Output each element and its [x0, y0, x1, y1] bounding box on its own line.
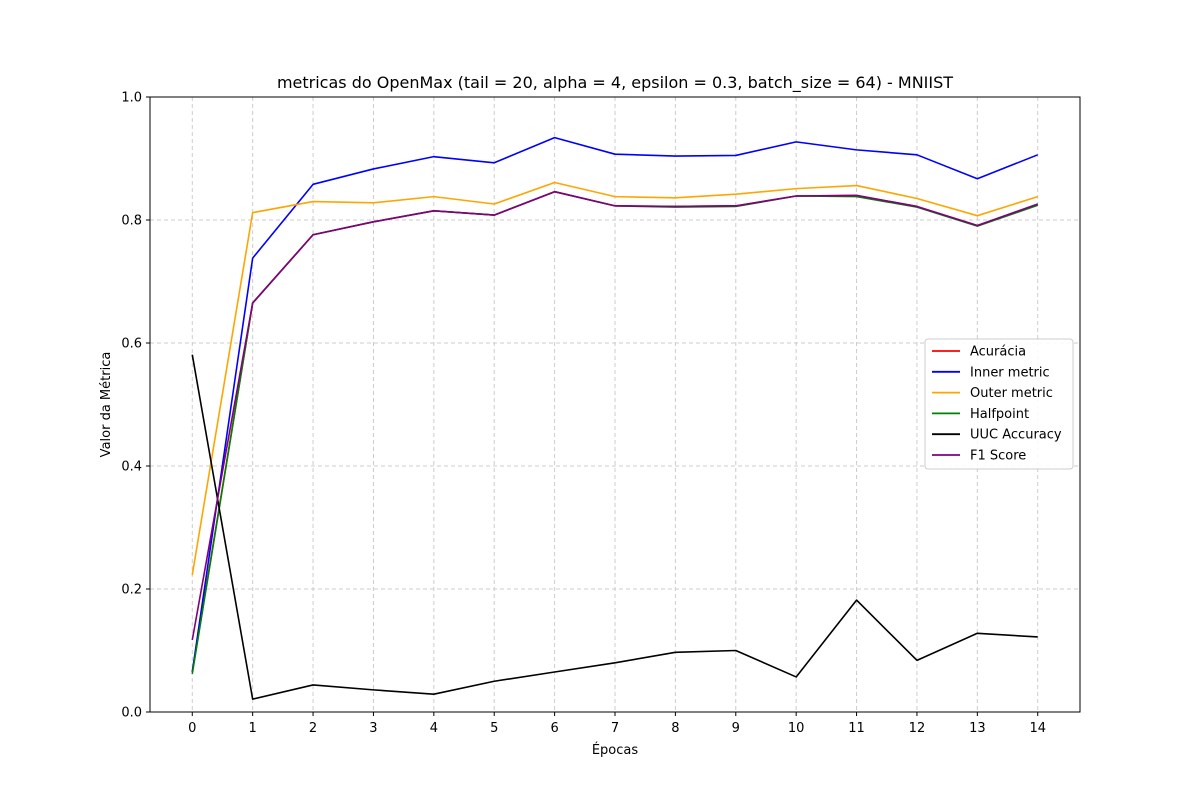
legend-label-halfpoint: Halfpoint — [970, 407, 1029, 422]
x-tick-label: 8 — [671, 721, 679, 736]
x-tick-label: 2 — [309, 721, 317, 736]
y-tick-label: 0.6 — [121, 337, 142, 352]
x-tick-label: 5 — [490, 721, 498, 736]
grid-lines — [150, 97, 1080, 712]
x-tick-label: 3 — [369, 721, 377, 736]
legend-box — [924, 338, 1074, 470]
y-axis-label: Valor da Métrica — [99, 352, 114, 458]
series-lines — [191, 136, 1039, 700]
x-tick-label: 6 — [550, 721, 558, 736]
legend: Acurácia Inner metric Outer metric Halfpoin… — [924, 338, 1074, 470]
legend-entries: Acurácia Inner metric Outer metric Halfpoin… — [932, 345, 1062, 464]
x-axis-label: Épocas — [592, 742, 639, 758]
x-tick-label: 14 — [1029, 721, 1046, 736]
series-line-inner-metric — [191, 136, 1039, 673]
x-tick-label: 11 — [848, 721, 865, 736]
legend-label-acuracia: Acurácia — [970, 345, 1026, 360]
axis-ticks: 0 1 2 3 4 5 6 7 8 9 10 11 12 13 140.00.20.40.60.81.0 — [121, 91, 1046, 737]
x-tick-label: 0 — [188, 721, 196, 736]
x-tick-label: 1 — [249, 721, 257, 736]
x-tick-label: 9 — [732, 721, 740, 736]
series-line-f1-score — [191, 190, 1038, 641]
legend-label-inner-metric: Inner metric — [970, 365, 1050, 380]
x-tick-label: 7 — [611, 721, 619, 736]
y-tick-label: 0.2 — [121, 583, 142, 598]
x-tick-label: 10 — [788, 721, 805, 736]
x-tick-label: 4 — [430, 721, 438, 736]
x-tick-label: 12 — [909, 721, 926, 736]
series-line-outer-metric — [191, 181, 1038, 575]
x-tick-label: 13 — [969, 721, 986, 736]
chart-title: metricas do OpenMax (tail = 20, alpha = … — [277, 73, 953, 93]
y-tick-label: 0.8 — [121, 214, 142, 229]
legend-label-outer-metric: Outer metric — [970, 386, 1053, 401]
legend-label-uuc-accuracy: UUC Accuracy — [970, 428, 1062, 443]
y-tick-label: 1.0 — [121, 91, 142, 106]
y-tick-label: 0.4 — [121, 460, 142, 475]
legend-label-f1-score: F1 Score — [970, 449, 1026, 464]
y-tick-label: 0.0 — [121, 706, 142, 721]
series-line-uuc-accuracy — [191, 354, 1038, 700]
